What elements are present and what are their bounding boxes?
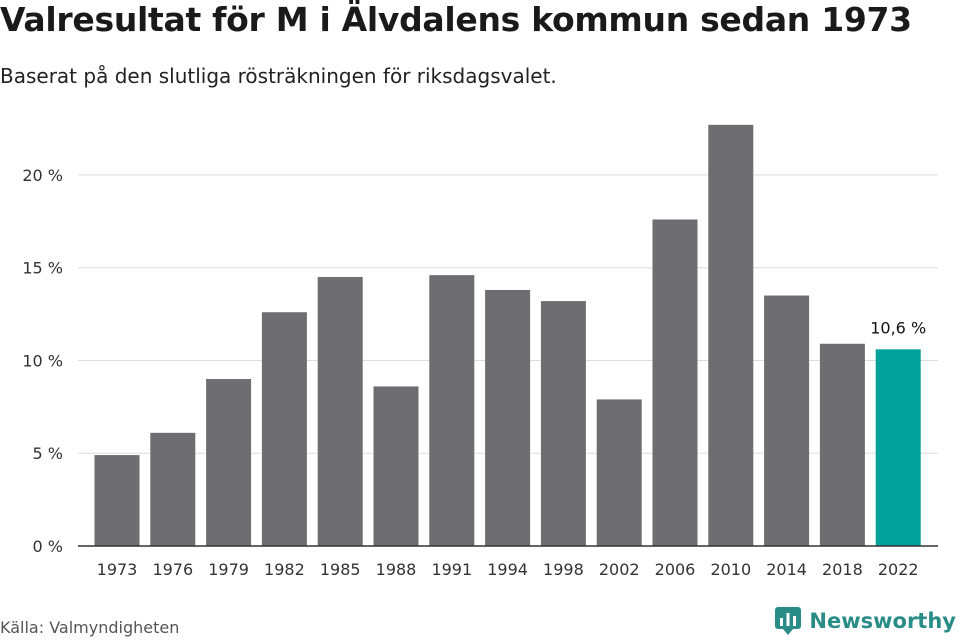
bar bbox=[485, 289, 531, 546]
x-tick-label: 2010 bbox=[710, 560, 751, 579]
chart-subtitle: Baserat på den slutliga rösträkningen fö… bbox=[0, 64, 557, 88]
bar bbox=[150, 432, 196, 546]
x-tick-label: 1973 bbox=[97, 560, 138, 579]
x-tick-label: 2022 bbox=[878, 560, 919, 579]
x-tick-label: 1982 bbox=[264, 560, 305, 579]
x-tick-label: 2002 bbox=[599, 560, 640, 579]
x-tick-label: 1976 bbox=[152, 560, 193, 579]
x-tick-label: 2006 bbox=[655, 560, 696, 579]
x-tick-label: 1991 bbox=[431, 560, 472, 579]
bar bbox=[317, 276, 363, 546]
bar bbox=[652, 219, 698, 546]
bar bbox=[596, 399, 642, 546]
bar bbox=[764, 295, 810, 546]
bar bbox=[206, 379, 252, 546]
bar bbox=[429, 275, 475, 546]
x-tick-label: 1998 bbox=[543, 560, 584, 579]
x-tick-label: 1979 bbox=[208, 560, 249, 579]
x-tick-label: 2014 bbox=[766, 560, 807, 579]
data-label: 10,6 % bbox=[870, 318, 926, 337]
y-tick-label: 10 % bbox=[22, 351, 63, 370]
x-tick-label: 2018 bbox=[822, 560, 863, 579]
brand-name: Newsworthy bbox=[809, 609, 956, 633]
newsworthy-logo-icon bbox=[775, 607, 802, 635]
bar bbox=[708, 124, 754, 546]
x-tick-label: 1988 bbox=[376, 560, 417, 579]
source-note: Källa: Valmyndigheten bbox=[0, 618, 180, 637]
bar bbox=[373, 386, 419, 546]
bar bbox=[261, 312, 307, 546]
x-tick-label: 1994 bbox=[487, 560, 528, 579]
bar bbox=[540, 301, 586, 546]
y-tick-label: 0 % bbox=[33, 537, 63, 556]
y-tick-label: 15 % bbox=[22, 259, 63, 278]
chart-title: Valresultat för M i Älvdalens kommun sed… bbox=[0, 0, 912, 39]
bar bbox=[875, 349, 921, 546]
y-tick-label: 20 % bbox=[22, 166, 63, 185]
y-tick-label: 5 % bbox=[33, 444, 63, 463]
x-tick-label: 1985 bbox=[320, 560, 361, 579]
bar bbox=[819, 343, 865, 546]
brand-logo[interactable]: Newsworthy bbox=[775, 607, 956, 635]
bar bbox=[94, 455, 140, 546]
